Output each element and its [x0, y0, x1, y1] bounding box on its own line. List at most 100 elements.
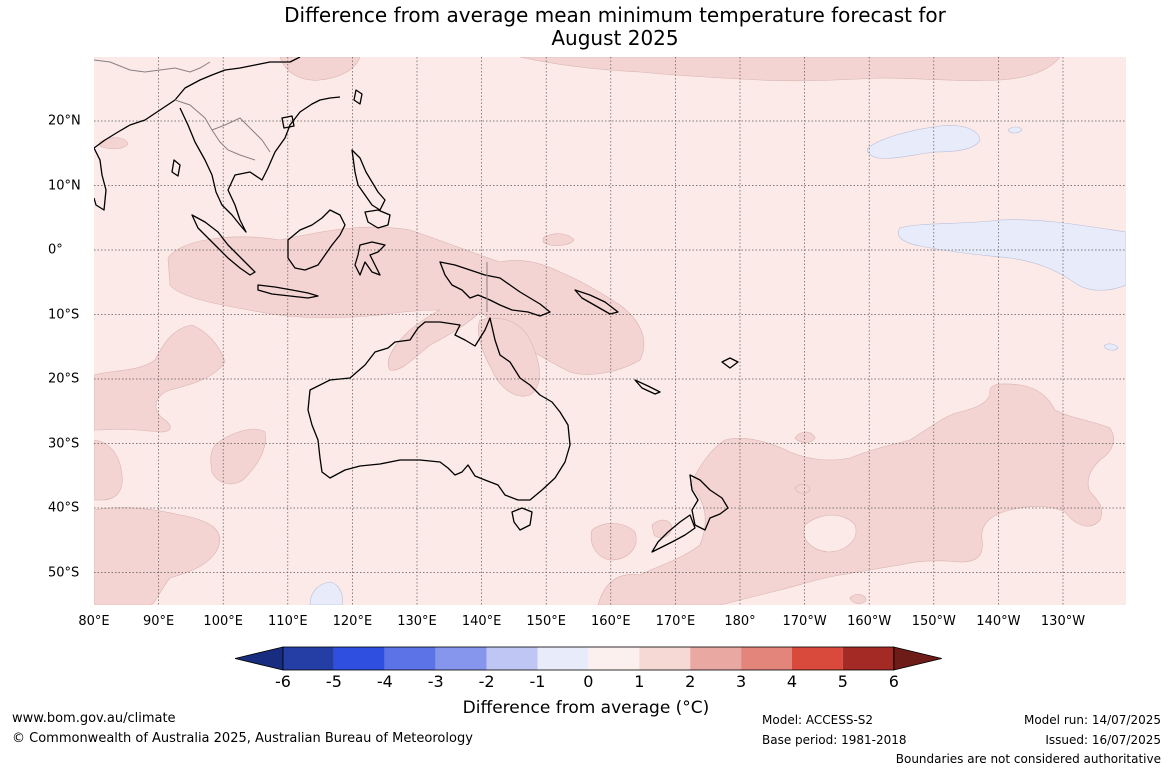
anomaly-region-north-pacific: [279, 57, 361, 81]
footer-issued: Issued: 16/07/2025: [1045, 733, 1161, 747]
colorbar-extend-low: [234, 646, 284, 671]
footer-disclaimer: Boundaries are not considered authoritat…: [895, 752, 1161, 766]
colorbar-tick-label: 6: [888, 672, 899, 691]
colorbar-swatch: [384, 647, 436, 670]
longitude-label: 150°E: [526, 614, 566, 629]
colorbar-swatch: [435, 647, 487, 670]
coastline-asia-mainland: [94, 57, 341, 233]
colorbar-tick-label: -5: [325, 672, 342, 691]
coastline-sri-lanka: [171, 159, 181, 177]
coastline-australia: [307, 317, 571, 501]
footer-copyright: © Commonwealth of Australia 2025, Austra…: [12, 731, 473, 746]
colorbar-swatch: [842, 647, 894, 670]
coastline-new-zealand-north: [689, 474, 729, 531]
colorbar-swatch: [690, 647, 742, 670]
colorbar-swatch: [486, 647, 538, 670]
latitude-label: 30°S: [48, 436, 80, 451]
colorbar-tick-label: 5: [837, 672, 848, 691]
footer-base-period: Base period: 1981-2018: [762, 733, 907, 747]
anomaly-shading: [94, 57, 1126, 605]
colorbar-swatch: [333, 647, 385, 670]
longitude-label: 170°W: [782, 614, 827, 629]
colorbar-outline: [282, 646, 895, 671]
coastline-new-zealand-south: [651, 514, 696, 553]
anomaly-region-bay-of-bengal: [99, 137, 129, 150]
coastline-new-caledonia: [634, 379, 661, 395]
longitude-label: 170°E: [655, 614, 696, 629]
anomaly-region-sw-indian: [94, 439, 123, 501]
longitude-label: 160°E: [591, 614, 631, 629]
border-line-2: [174, 99, 256, 161]
anomaly-region-small-3: [849, 594, 867, 604]
colorbar-tick-label: -4: [376, 672, 393, 691]
footer-model-run: Model run: 14/07/2025: [1023, 713, 1161, 727]
longitude-label: 150°W: [911, 614, 956, 629]
anomaly-negative-north-pacific: [867, 125, 981, 159]
colorbar-tick-label: 1: [634, 672, 645, 691]
latitude-label: 10°S: [48, 307, 80, 322]
colorbar-label: Difference from average (°C): [462, 698, 710, 718]
colorbar-swatch: [741, 647, 792, 670]
coastline-taiwan: [353, 89, 363, 105]
coastline-tasmania: [511, 507, 533, 531]
latitude-label: 10°N: [48, 178, 81, 193]
colorbar-swatch: [639, 647, 691, 670]
latitude-label: 20°N: [48, 113, 81, 129]
border-line-1: [94, 59, 211, 73]
anomaly-region-southern-indian: [94, 507, 220, 605]
colorbar-tick-label: -6: [275, 672, 291, 691]
longitude-label: 180°: [724, 614, 756, 629]
national-borders: [94, 59, 488, 312]
colorbar-swatch: [588, 647, 640, 670]
anomaly-region-small-1: [794, 431, 816, 443]
longitude-label: 140°E: [461, 614, 502, 629]
colorbar-tick-label: -2: [478, 672, 495, 691]
coastline-sulawesi: [354, 241, 386, 276]
longitude-label: 160°W: [847, 614, 892, 629]
coastline-philippines: [351, 149, 386, 211]
anomaly-region-north-central-pacific: [519, 57, 1061, 82]
coastline-new-guinea: [439, 261, 551, 317]
coastline-india: [94, 147, 107, 211]
anomaly-region-south-pacific: [597, 383, 1114, 605]
anomaly-region-north-australia: [478, 317, 540, 397]
footer-model: Model: ACCESS-S2: [762, 713, 874, 727]
longitude-label: 140°W: [976, 614, 1021, 629]
anomaly-region-small-2: [794, 484, 811, 494]
colorbar-tick-label: -1: [529, 672, 546, 691]
coastlines: [94, 57, 739, 553]
longitude-label: 80°E: [78, 614, 110, 629]
anomaly-region-indian-ocean: [94, 324, 226, 433]
graticule: [94, 57, 1126, 605]
colorbar-tick-label: 0: [583, 672, 594, 691]
latitude-label: 20°S: [48, 371, 80, 387]
coastline-mindanao: [364, 209, 391, 229]
coastline-borneo: [287, 209, 346, 271]
map-title-line-2: August 2025: [551, 26, 679, 50]
anomaly-region-tasman: [590, 523, 637, 561]
colorbar-swatch: [283, 647, 334, 670]
coastline-hainan: [281, 115, 295, 129]
coastline-fiji: [721, 357, 739, 369]
anomaly-region-west-australia-coast: [210, 428, 266, 485]
anomaly-hole-south-pacific: [803, 514, 857, 553]
colorbar-tick-label: -3: [427, 672, 444, 691]
coastline-java: [257, 284, 319, 299]
anomaly-negative-east-pacific: [897, 219, 1126, 291]
colorbar: [234, 646, 942, 671]
anomaly-negative-southern-ocean: [309, 581, 343, 605]
latitude-label: 0°: [48, 242, 63, 258]
footer-website: www.bom.gov.au/climate: [12, 711, 176, 726]
colorbar-tick-label: 2: [685, 672, 696, 691]
colorbar-extend-high: [893, 646, 942, 671]
anomaly-region-equatorial: [542, 233, 575, 246]
longitude-label: 120°E: [332, 614, 373, 629]
longitude-label: 130°W: [1040, 614, 1086, 629]
longitude-label: 130°E: [397, 614, 437, 629]
longitude-label: 110°E: [268, 614, 308, 629]
latitude-label: 50°S: [48, 565, 80, 580]
colorbar-tick-label: 3: [736, 672, 747, 691]
anomaly-negative-small-1: [1007, 126, 1023, 134]
colorbar-tick-label: 4: [786, 672, 798, 691]
